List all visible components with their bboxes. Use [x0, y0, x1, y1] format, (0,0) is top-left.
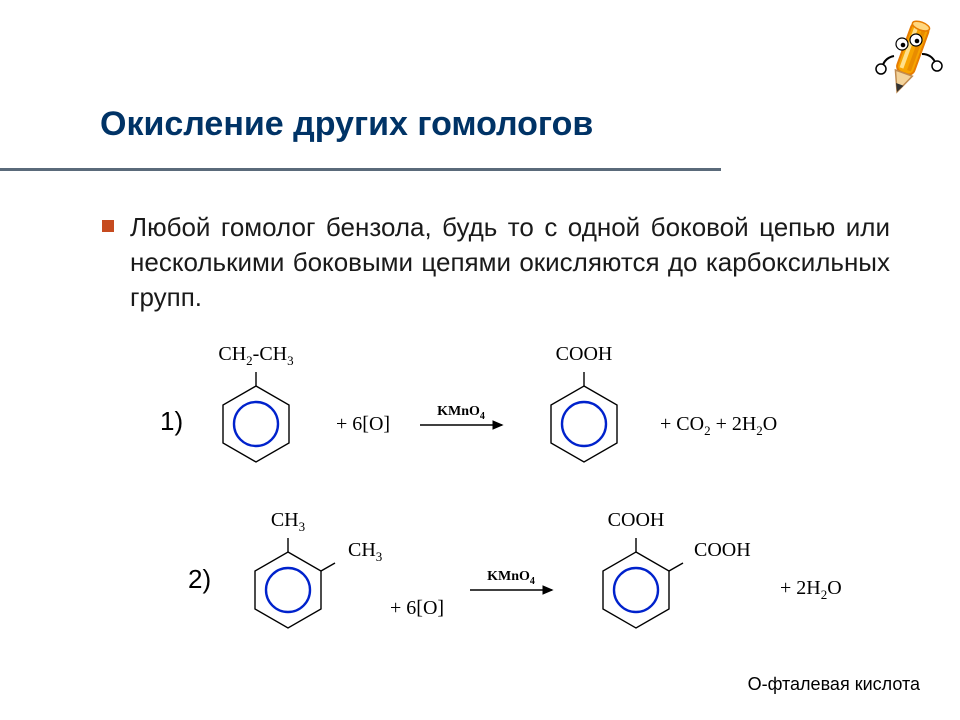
bullet-icon [102, 220, 116, 234]
eq2-reactant-ring [255, 538, 335, 628]
eq2-prod-sub1: COOH [608, 509, 665, 531]
body-text: Любой гомолог бензола, будь то с одной б… [130, 210, 890, 315]
eq2-product-ring [603, 538, 683, 628]
eq1-reagent: KMnO4 [437, 404, 485, 422]
eq1-number: 1) [160, 406, 183, 436]
eq2-sub1: CH3 [271, 509, 305, 534]
eq2-reagent: KMnO4 [487, 569, 535, 587]
footnote: О-фталевая кислота [748, 674, 921, 694]
eq1-rhs: + CO2 + 2H2O [660, 413, 777, 438]
pencil-icon [872, 14, 946, 104]
eq2-sub2: CH3 [348, 539, 382, 564]
eq1-reactant-substituent: CH2-CH3 [218, 343, 293, 368]
eq1-product-ring [551, 372, 617, 462]
reaction-diagram: 1) CH2-CH3 + 6[O] KMnO4 COOH + CO2 + 2H2… [0, 330, 960, 720]
title-rule [0, 168, 721, 171]
eq2-number: 2) [188, 564, 211, 594]
eq1-reactant-ring [223, 372, 289, 462]
eq2-plus-oxidant: + 6[O] [390, 597, 444, 619]
eq1-plus-oxidant: + 6[O] [336, 413, 390, 435]
eq1-product-substituent: COOH [556, 343, 613, 365]
slide-title: Окисление других гомологов [100, 105, 593, 144]
eq2-rhs: + 2H2O [780, 577, 842, 602]
eq2-prod-sub2: COOH [694, 539, 751, 561]
